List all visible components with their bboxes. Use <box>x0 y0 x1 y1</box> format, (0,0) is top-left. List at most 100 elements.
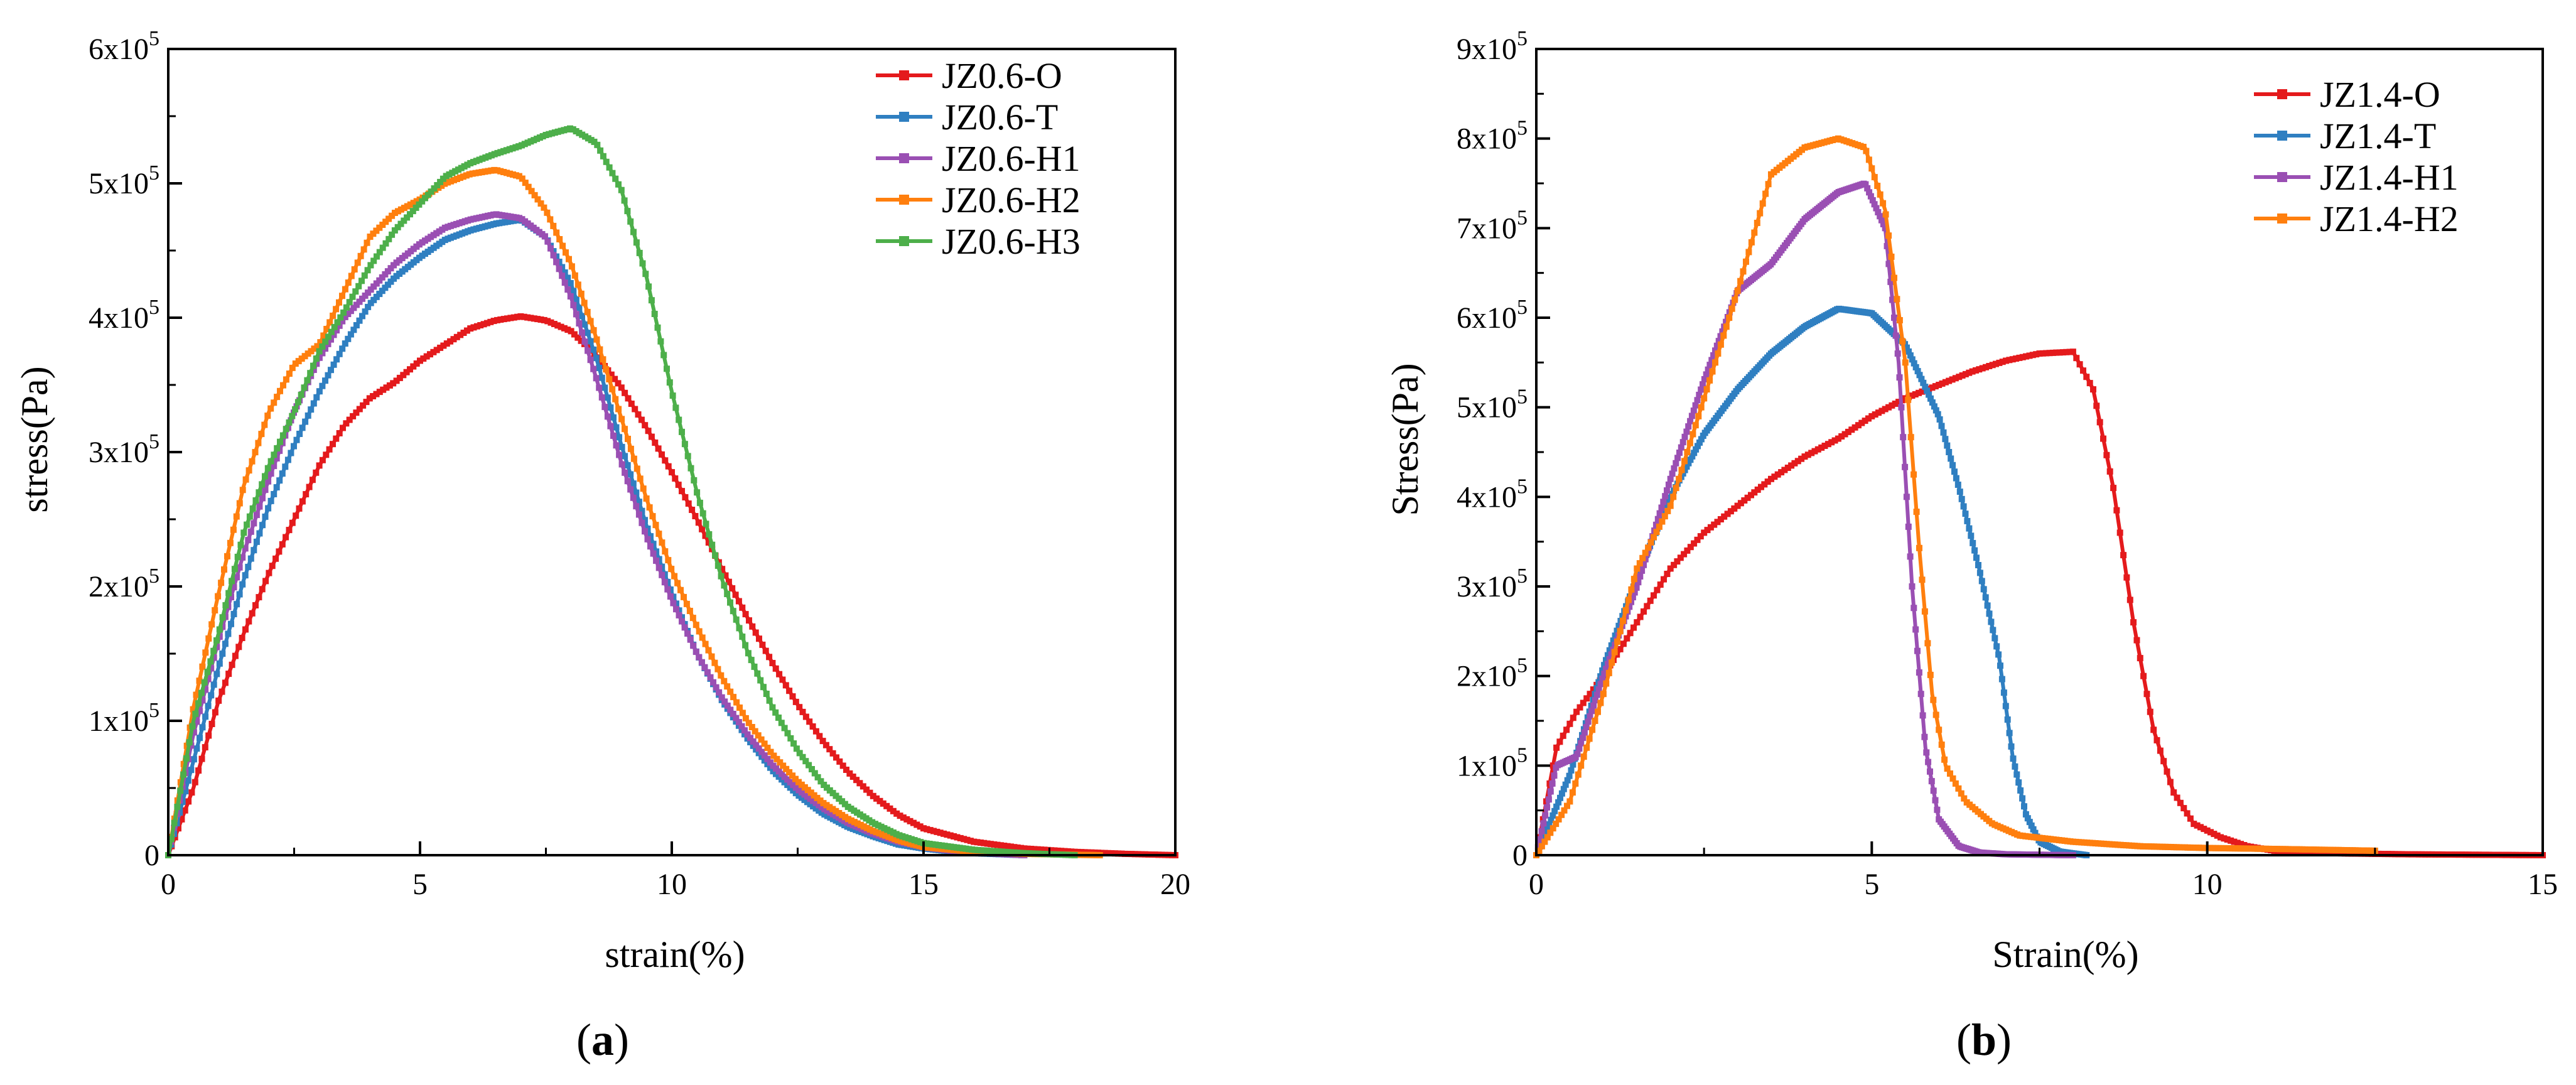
data-point <box>519 175 525 182</box>
data-point <box>654 324 661 331</box>
data-point <box>627 486 634 493</box>
data-point <box>271 463 278 470</box>
data-point <box>1966 369 1973 376</box>
data-point <box>745 650 752 657</box>
data-point <box>1628 586 1635 593</box>
data-point <box>251 520 257 527</box>
data-point <box>1919 712 1926 719</box>
data-point <box>777 759 784 766</box>
data-point <box>1564 802 1570 809</box>
data-point <box>207 658 214 665</box>
legend-swatch-marker <box>899 112 909 122</box>
data-point <box>235 644 242 650</box>
data-point <box>1644 603 1651 610</box>
data-point <box>714 563 721 569</box>
data-point <box>1761 481 1768 488</box>
data-point <box>1831 437 1838 444</box>
data-point <box>337 314 344 321</box>
data-point <box>789 693 796 700</box>
data-point <box>2126 596 2133 603</box>
data-point <box>242 572 249 579</box>
data-point <box>702 640 709 647</box>
data-point <box>951 833 957 839</box>
data-point <box>1936 382 1943 388</box>
legend-label: JZ0.6-H1 <box>942 138 1081 179</box>
data-point <box>1551 772 1558 779</box>
y-tick-label: 6x105 <box>1457 296 1528 335</box>
data-point <box>1011 844 1018 851</box>
data-point <box>568 328 574 335</box>
data-point <box>1919 576 1926 583</box>
y-tick-label: 5x105 <box>1457 386 1528 424</box>
data-point <box>769 660 776 666</box>
data-point <box>1580 753 1587 760</box>
data-point <box>633 489 640 496</box>
data-point <box>2022 811 2029 818</box>
data-point <box>1118 850 1125 857</box>
data-point <box>622 469 628 476</box>
data-point <box>1916 544 1922 551</box>
data-point <box>669 469 675 476</box>
data-point <box>711 659 718 666</box>
y-tick-label: 3x105 <box>1457 564 1528 603</box>
data-point <box>1688 413 1695 419</box>
data-point <box>642 528 648 535</box>
data-point <box>1762 190 1769 197</box>
data-point <box>1683 463 1690 470</box>
data-point <box>1551 807 1558 814</box>
data-point <box>593 336 600 343</box>
data-point <box>246 513 253 520</box>
data-point <box>306 483 313 490</box>
data-point <box>376 389 383 396</box>
data-point <box>660 352 667 359</box>
data-point <box>199 697 206 704</box>
data-point <box>330 441 336 448</box>
data-point <box>684 630 691 637</box>
data-point <box>186 739 193 746</box>
data-point <box>1962 510 1969 517</box>
data-point <box>981 839 988 846</box>
data-point <box>550 252 557 259</box>
legend-item: JZ1.4-O <box>2254 74 2440 115</box>
data-point <box>779 676 786 683</box>
data-point <box>284 456 291 463</box>
data-point <box>193 745 200 752</box>
data-point <box>1605 669 1612 676</box>
data-point <box>1536 836 1543 843</box>
data-point <box>407 211 413 218</box>
data-point <box>947 832 954 839</box>
data-point <box>237 541 244 548</box>
data-point <box>1759 200 1766 207</box>
data-point <box>876 797 883 804</box>
data-point <box>198 689 205 696</box>
data-point <box>622 453 628 460</box>
x-tick-label: 10 <box>657 868 687 901</box>
data-point <box>1108 850 1115 856</box>
data-point <box>1732 296 1738 303</box>
data-point <box>1615 622 1622 629</box>
data-point <box>890 807 897 814</box>
data-point <box>292 406 299 413</box>
data-point <box>1743 258 1749 265</box>
data-point <box>559 242 566 249</box>
data-point <box>544 209 551 216</box>
data-point <box>615 380 622 387</box>
data-point <box>679 488 685 495</box>
data-point <box>1701 376 1708 382</box>
data-point <box>633 465 640 472</box>
data-point <box>2010 755 2017 762</box>
data-point <box>1951 468 1958 475</box>
data-point <box>724 683 731 690</box>
legend-label: JZ0.6-O <box>942 55 1062 96</box>
data-point <box>1588 708 1595 715</box>
data-point <box>793 745 800 752</box>
data-point <box>679 618 685 625</box>
data-point <box>679 428 685 435</box>
data-point <box>1912 391 1919 397</box>
data-point <box>701 664 708 671</box>
data-point <box>649 513 656 520</box>
legend-item: JZ0.6-H3 <box>876 221 1081 262</box>
data-point <box>2238 841 2245 848</box>
data-point <box>245 618 252 625</box>
data-point <box>1568 767 1575 774</box>
